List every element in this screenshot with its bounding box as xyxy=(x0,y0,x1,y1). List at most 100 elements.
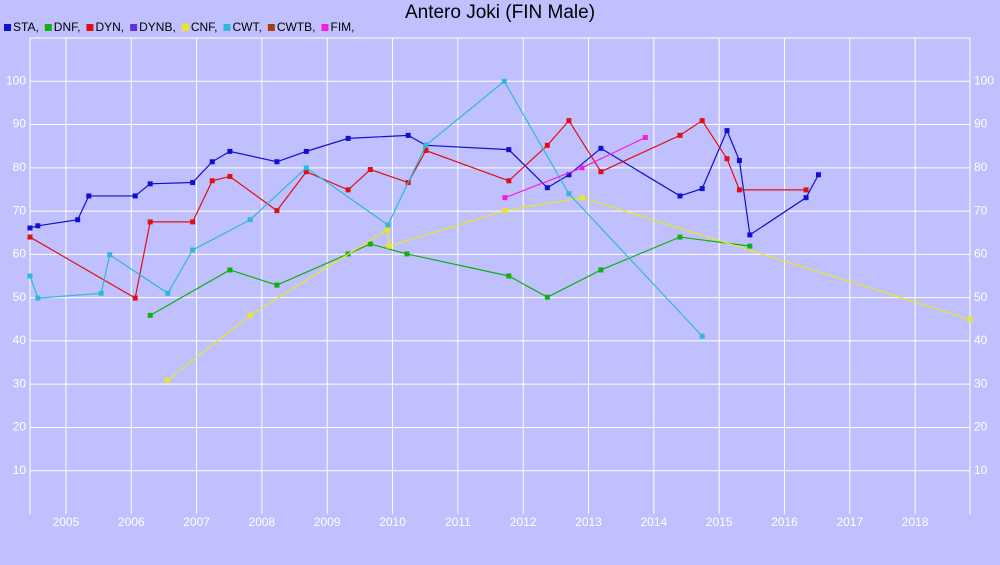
y-tick-label: 20 xyxy=(13,420,27,434)
y-tick-label: 30 xyxy=(13,376,27,390)
data-point xyxy=(227,148,233,154)
legend-swatch xyxy=(223,24,231,31)
y2-tick-label: 40 xyxy=(974,333,988,347)
legend-label: CWTB, xyxy=(277,20,316,34)
x-tick-label: 2016 xyxy=(771,515,798,529)
chart-title: Antero Joki (FIN Male) xyxy=(405,2,595,23)
y-tick-label: 50 xyxy=(13,290,27,304)
y-tick-label: 10 xyxy=(13,463,27,477)
data-point xyxy=(27,273,33,279)
legend-swatch xyxy=(267,24,275,31)
data-point xyxy=(506,273,512,279)
legend-label: FIM, xyxy=(330,20,354,34)
legend-label: CNF, xyxy=(191,20,218,34)
data-point xyxy=(544,142,550,148)
x-tick-label: 2011 xyxy=(445,515,471,529)
data-point xyxy=(209,159,215,165)
x-tick-label: 2009 xyxy=(314,515,341,529)
legend-swatch xyxy=(321,24,329,31)
legend-swatch xyxy=(4,24,11,31)
data-point xyxy=(598,267,604,273)
data-point xyxy=(227,267,233,273)
data-point xyxy=(405,132,411,138)
data-point xyxy=(303,165,309,171)
data-point xyxy=(423,142,429,148)
data-point xyxy=(86,193,92,199)
legend-label: DNF, xyxy=(54,20,81,34)
data-point xyxy=(598,145,604,151)
data-point xyxy=(147,219,153,225)
y2-tick-label: 100 xyxy=(974,73,994,87)
legend-label: CWT, xyxy=(232,20,261,34)
data-point xyxy=(27,225,33,231)
data-point xyxy=(566,172,572,178)
data-point xyxy=(274,208,280,214)
data-point xyxy=(566,118,572,124)
data-point xyxy=(190,219,196,225)
data-point xyxy=(107,252,113,258)
data-point xyxy=(803,195,809,201)
legend-label: DYNB, xyxy=(139,20,176,34)
data-point xyxy=(367,167,373,173)
y-tick-label: 40 xyxy=(13,333,27,347)
data-point xyxy=(404,251,410,257)
data-point xyxy=(165,290,171,296)
data-point xyxy=(147,312,153,318)
data-point xyxy=(98,290,104,296)
data-point xyxy=(164,377,170,383)
data-point xyxy=(274,282,280,288)
data-point xyxy=(724,156,730,162)
x-tick-label: 2007 xyxy=(183,515,210,529)
y-tick-label: 90 xyxy=(13,117,27,131)
data-point xyxy=(579,195,585,201)
data-point xyxy=(699,333,705,339)
data-point xyxy=(147,181,153,187)
data-point xyxy=(566,191,572,197)
data-point xyxy=(345,135,351,141)
data-point xyxy=(677,132,683,138)
data-point xyxy=(502,195,508,201)
x-tick-label: 2008 xyxy=(249,515,276,529)
legend-swatch xyxy=(86,24,94,31)
x-tick-label: 2005 xyxy=(53,515,80,529)
legend-swatch xyxy=(44,24,52,31)
data-point xyxy=(35,295,41,301)
x-tick-label: 2014 xyxy=(640,515,667,529)
legend-label: DYN, xyxy=(95,20,124,34)
data-point xyxy=(501,78,507,84)
data-point xyxy=(27,234,33,240)
data-point xyxy=(677,193,683,199)
data-point xyxy=(642,135,648,141)
y-tick-label: 100 xyxy=(6,73,26,87)
data-point xyxy=(747,243,753,249)
data-point xyxy=(190,180,196,186)
y2-tick-label: 10 xyxy=(974,463,988,477)
data-point xyxy=(227,173,233,179)
data-point xyxy=(506,147,512,153)
x-tick-label: 2012 xyxy=(510,515,537,529)
data-point xyxy=(736,157,742,163)
x-tick-label: 2010 xyxy=(379,515,406,529)
data-point xyxy=(367,241,373,247)
y2-tick-label: 90 xyxy=(974,117,988,131)
data-point xyxy=(386,243,392,249)
data-point xyxy=(502,208,508,214)
data-point xyxy=(345,187,351,193)
data-point xyxy=(803,187,809,193)
x-tick-label: 2015 xyxy=(706,515,733,529)
data-point xyxy=(677,234,683,240)
y-tick-label: 60 xyxy=(13,247,27,261)
y-tick-label: 80 xyxy=(13,160,27,174)
legend-swatch xyxy=(130,24,138,31)
data-point xyxy=(132,295,138,301)
x-tick-label: 2013 xyxy=(575,515,602,529)
data-point xyxy=(544,294,550,300)
y2-tick-label: 50 xyxy=(974,290,988,304)
data-point xyxy=(506,178,512,184)
legend-swatch xyxy=(181,24,189,31)
x-tick-label: 2006 xyxy=(118,515,145,529)
data-point xyxy=(724,128,730,134)
data-point xyxy=(747,232,753,238)
